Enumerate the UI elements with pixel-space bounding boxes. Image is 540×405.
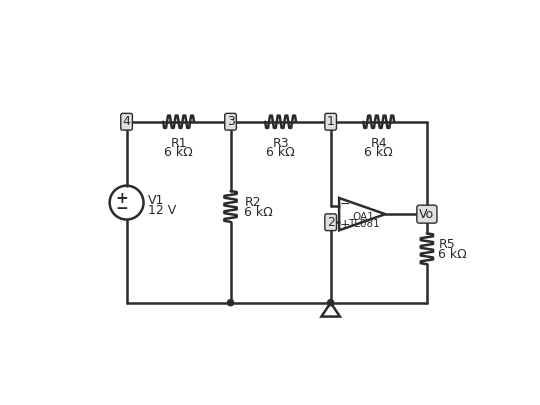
Text: Vo: Vo xyxy=(420,208,435,221)
Text: 2: 2 xyxy=(327,216,335,229)
Text: 6 kΩ: 6 kΩ xyxy=(364,146,393,159)
Text: R4: R4 xyxy=(370,137,387,150)
Text: Joseph-Medina-Mendez / Circuit-Simulation-Project_Problem-1: Joseph-Medina-Mendez / Circuit-Simulatio… xyxy=(90,375,411,386)
Text: −: − xyxy=(116,201,129,216)
Text: 1: 1 xyxy=(327,115,335,128)
Text: 12 V: 12 V xyxy=(148,204,177,217)
Circle shape xyxy=(328,300,334,306)
Text: OA1: OA1 xyxy=(353,212,375,222)
Text: 4: 4 xyxy=(123,115,131,128)
Text: TL081: TL081 xyxy=(348,219,380,229)
Text: 3: 3 xyxy=(227,115,234,128)
Text: 6 kΩ: 6 kΩ xyxy=(245,206,273,219)
Text: R2: R2 xyxy=(245,196,261,209)
Text: +: + xyxy=(340,217,350,231)
Text: -W-H-LAB: -W-H-LAB xyxy=(5,392,51,402)
Text: +: + xyxy=(116,191,129,206)
Text: 6 kΩ: 6 kΩ xyxy=(266,146,295,159)
Text: R1: R1 xyxy=(170,137,187,150)
Text: V1: V1 xyxy=(148,194,165,207)
Text: −: − xyxy=(340,198,350,211)
Text: R3: R3 xyxy=(272,137,289,150)
Text: R5: R5 xyxy=(438,239,455,252)
Text: http://circuitlab.com/cywm9mjndudy5: http://circuitlab.com/cywm9mjndudy5 xyxy=(90,394,288,404)
Text: 6 kΩ: 6 kΩ xyxy=(164,146,193,159)
Text: CIRCUIT: CIRCUIT xyxy=(5,377,55,386)
Text: 6 kΩ: 6 kΩ xyxy=(438,248,467,262)
Circle shape xyxy=(424,211,430,217)
Circle shape xyxy=(227,300,234,306)
